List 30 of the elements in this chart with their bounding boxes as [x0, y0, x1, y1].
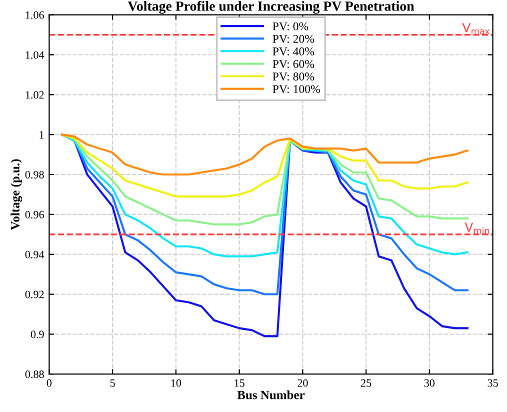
x-tick-label: 0 — [46, 379, 52, 387]
legend-label: PV: 80% — [272, 72, 314, 81]
chart-title: Voltage Profile under Increasing PV Penetration — [128, 0, 414, 14]
y-tick-label: 1.04 — [26, 51, 44, 59]
line-series — [60, 134, 468, 198]
y-tick-label: 0.98 — [25, 170, 44, 179]
x-tick-label: 20 — [298, 379, 308, 387]
y-tick-label: 0.96 — [25, 210, 44, 218]
y-tick-label: 1.06 — [26, 11, 44, 19]
x-tick-label: 10 — [171, 379, 182, 387]
x-tick-label: 5 — [110, 379, 115, 387]
x-tick-label: 15 — [234, 379, 244, 387]
y-tick-label: 0.94 — [25, 250, 44, 258]
x-tick-label: 35 — [488, 379, 498, 387]
y-tick-label: 0.88 — [25, 370, 44, 378]
x-tick-label: 30 — [424, 379, 435, 387]
x-axis-title: Bus Number — [237, 390, 305, 400]
legend-label: PV: 40% — [272, 47, 314, 56]
y-tick-label: 1.02 — [26, 91, 44, 99]
y-tick-label: 0.9 — [30, 330, 44, 338]
legend-label: PV: 100% — [272, 85, 320, 94]
ref-line-label: V$_{max}$ — [462, 23, 490, 34]
legend-label: PV: 60% — [272, 60, 314, 68]
x-tick-label: 25 — [360, 379, 372, 387]
legend-label: PV: 0% — [272, 22, 308, 30]
y-tick-label: 1 — [40, 131, 44, 138]
legend-label: PV: 20% — [272, 34, 314, 43]
y-tick-label: 0.92 — [25, 290, 44, 298]
line-series — [60, 134, 468, 176]
y-axis-title: Voltage (p.u.) — [10, 159, 22, 230]
